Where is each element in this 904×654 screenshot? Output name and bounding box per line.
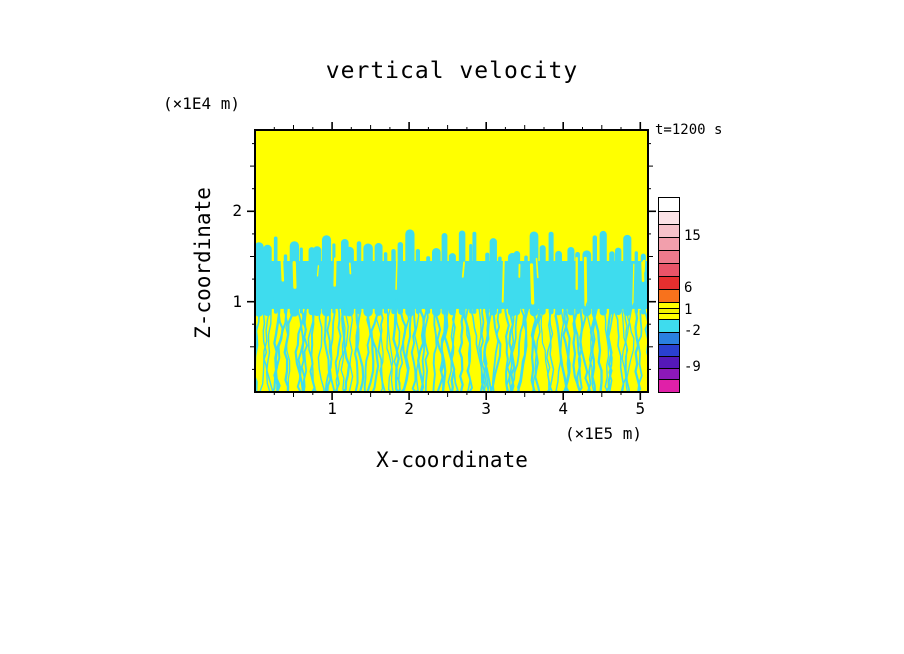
- x-tick-label: 5: [635, 399, 646, 418]
- chart-title: vertical velocity: [325, 58, 579, 84]
- colorbar-segment: [659, 289, 679, 302]
- colorbar-label: 15: [684, 227, 701, 244]
- x-tick-label: 4: [558, 399, 569, 418]
- colorbar-segment: [659, 379, 679, 392]
- colorbar-segment: [659, 250, 679, 263]
- colorbar-segment: [659, 344, 679, 356]
- colorbar-segment: [659, 313, 679, 319]
- colorbar-segment: [659, 356, 679, 368]
- colorbar-label: -9: [684, 358, 701, 375]
- y-axis-title: Z-coordinate: [191, 187, 215, 339]
- x-axis-title: X-coordinate: [376, 448, 528, 472]
- colorbar-segment: [659, 198, 679, 211]
- colorbar-label: -2: [684, 323, 701, 340]
- colorbar-segment: [659, 332, 679, 344]
- colorbar-segment: [659, 211, 679, 224]
- colorbar: [658, 197, 680, 393]
- colorbar-segment: [659, 308, 679, 313]
- colorbar-segment: [659, 302, 679, 308]
- colorbar-segment: [659, 237, 679, 250]
- x-axis-unit-label: (×1E5 m): [565, 424, 643, 443]
- colorbar-segment: [659, 224, 679, 237]
- x-tick-label: 1: [327, 399, 337, 418]
- x-tick-label: 3: [481, 399, 491, 418]
- colorbar-segment: [659, 276, 679, 289]
- colorbar-label: 1: [684, 301, 693, 318]
- colorbar-segment: [659, 263, 679, 276]
- x-tick-label: 2: [404, 399, 414, 418]
- colorbar-label: 6: [684, 279, 693, 296]
- colorbar-segment: [659, 319, 679, 332]
- time-annotation: t=1200 s: [655, 122, 723, 138]
- plot-area: [245, 120, 658, 402]
- colorbar-segment: [659, 368, 679, 379]
- y-tick-label: 2: [232, 201, 242, 221]
- y-tick-label: 1: [232, 291, 242, 311]
- y-axis-unit-label: (×1E4 m): [163, 94, 241, 113]
